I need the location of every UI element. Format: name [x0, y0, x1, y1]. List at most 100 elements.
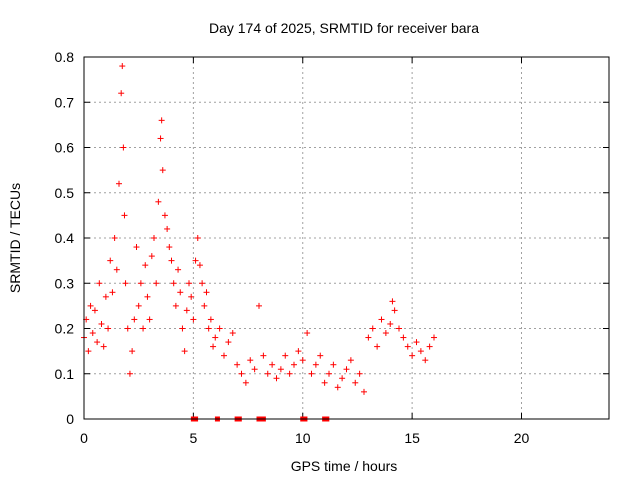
data-point [157, 135, 164, 142]
data-point [387, 320, 394, 327]
data-point [304, 330, 311, 337]
data-point [413, 339, 420, 346]
y-tick-label: 0.5 [55, 185, 75, 201]
data-point [356, 370, 363, 377]
data-point [273, 375, 280, 382]
data-point [205, 325, 212, 332]
data-point [330, 361, 337, 368]
x-tick-label: 20 [514, 430, 530, 446]
data-point [361, 388, 367, 395]
data-points [81, 63, 437, 395]
data-point [87, 302, 94, 309]
data-point [378, 316, 385, 323]
data-point [85, 348, 92, 355]
data-point [194, 235, 201, 241]
data-point [317, 352, 324, 359]
data-point [417, 348, 424, 355]
y-axis-label: SRMTID / TECUs [7, 183, 23, 293]
data-point [119, 63, 126, 70]
plot-frame [83, 56, 610, 420]
data-point [312, 361, 319, 368]
data-point [118, 90, 125, 97]
x-tick-label: 10 [295, 430, 311, 446]
data-point [426, 343, 433, 350]
y-tick-label: 0.2 [55, 321, 75, 337]
x-axis-label: GPS time / hours [291, 458, 398, 474]
y-tick-label: 0 [66, 411, 74, 427]
data-point [120, 144, 127, 151]
data-point [94, 339, 101, 346]
data-point [153, 280, 160, 287]
data-point [175, 266, 182, 273]
data-point [260, 352, 267, 359]
data-point [365, 334, 372, 341]
data-point [168, 257, 175, 264]
data-point [183, 307, 190, 314]
data-point [221, 352, 227, 359]
data-point [391, 307, 398, 314]
data-point [109, 289, 116, 296]
data-point [186, 280, 192, 287]
y-tick-label: 0.6 [55, 140, 75, 156]
data-point [98, 320, 105, 327]
chart-title: Day 174 of 2025, SRMTID for receiver bar… [209, 20, 479, 36]
data-point [339, 375, 346, 382]
data-point [107, 257, 114, 264]
data-point [179, 325, 186, 332]
x-tick-label: 5 [189, 430, 197, 446]
data-point [116, 180, 122, 187]
y-tick-label: 0.7 [55, 94, 75, 110]
data-point [347, 357, 354, 364]
y-tick-label: 0.8 [55, 49, 75, 65]
data-point [111, 235, 118, 241]
data-point [212, 334, 219, 341]
data-point [199, 280, 206, 287]
data-point [137, 280, 144, 287]
data-point [264, 370, 271, 377]
data-point [225, 339, 232, 346]
data-point [326, 370, 332, 377]
data-point [161, 212, 168, 219]
data-point [102, 293, 109, 300]
data-point [148, 253, 155, 260]
data-point [140, 325, 147, 332]
data-point [181, 348, 188, 355]
data-point [321, 379, 328, 386]
data-point [374, 343, 381, 350]
data-point [210, 343, 217, 350]
data-point [431, 334, 437, 341]
data-point [295, 348, 302, 355]
data-point [242, 379, 249, 386]
data-point [177, 289, 184, 296]
data-point [113, 266, 120, 273]
data-point [299, 357, 306, 364]
data-point [269, 361, 276, 368]
data-point [164, 225, 171, 232]
data-point [146, 316, 153, 323]
data-point [142, 262, 149, 269]
data-point [382, 330, 389, 337]
data-point [159, 167, 166, 174]
data-point [247, 357, 254, 364]
y-tick-label: 0.4 [55, 230, 75, 246]
data-point [91, 307, 98, 314]
y-tick-label: 0.1 [55, 366, 75, 382]
data-point [129, 348, 136, 355]
data-point [96, 280, 103, 287]
data-point [207, 316, 214, 323]
data-point [308, 370, 315, 377]
data-point [105, 325, 112, 332]
data-point [282, 352, 289, 359]
x-tick-label: 0 [80, 430, 88, 446]
data-point [121, 212, 128, 219]
data-point [404, 343, 411, 350]
data-point [166, 244, 173, 251]
data-point [389, 298, 396, 305]
data-point [122, 280, 129, 287]
data-point [203, 289, 210, 296]
x-tick-labels: 0 5 10 15 20 [80, 430, 529, 446]
data-point [409, 352, 416, 359]
y-tick-label: 0.3 [55, 275, 75, 291]
data-point [131, 316, 138, 323]
